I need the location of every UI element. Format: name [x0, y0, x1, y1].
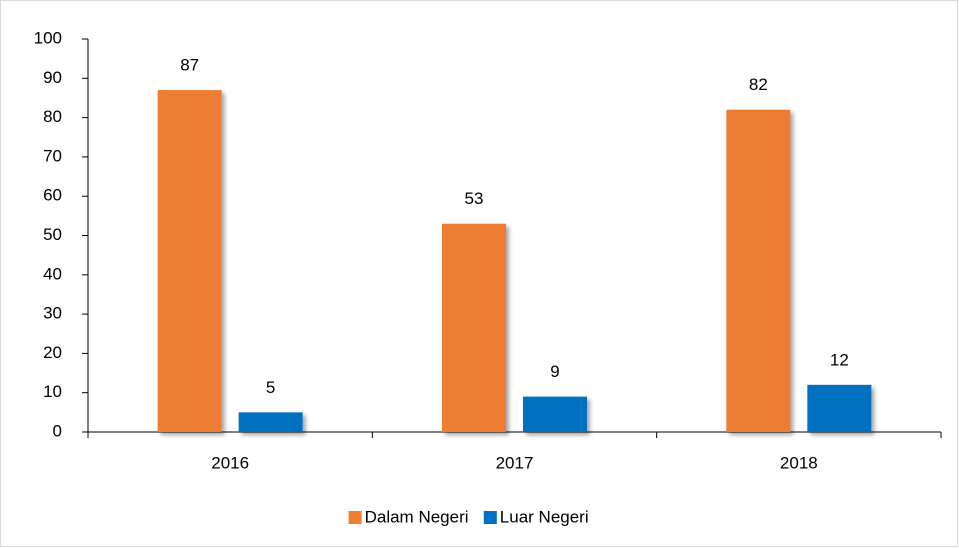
y-tick-label: 70 — [43, 146, 62, 165]
bar — [238, 412, 303, 432]
legend-label: Luar Negeri — [500, 507, 589, 526]
legend-swatch — [483, 511, 497, 524]
bar — [726, 109, 791, 433]
data-label: 53 — [465, 189, 484, 208]
y-tick-label: 50 — [43, 225, 62, 244]
bar — [523, 396, 587, 432]
data-label: 82 — [749, 75, 768, 94]
y-tick-label: 10 — [43, 382, 62, 401]
y-tick-label: 60 — [43, 186, 62, 205]
y-tick-label: 90 — [43, 68, 62, 87]
x-tick-label: 2017 — [496, 453, 534, 472]
y-tick-label: 30 — [43, 304, 62, 323]
y-tick-label: 20 — [43, 343, 62, 362]
y-tick-label: 80 — [43, 107, 62, 126]
bar — [442, 223, 506, 432]
x-tick-label: 2018 — [780, 453, 818, 472]
data-label: 5 — [266, 378, 275, 397]
data-label: 9 — [550, 362, 559, 381]
y-tick-label: 100 — [34, 28, 62, 47]
y-tick-label: 0 — [53, 421, 62, 440]
data-label: 12 — [830, 350, 849, 369]
x-tick-label: 2016 — [211, 453, 249, 472]
bar — [807, 384, 872, 432]
data-label: 87 — [180, 56, 199, 75]
legend-label: Dalam Negeri — [365, 507, 469, 526]
legend-swatch — [348, 511, 362, 524]
bar — [157, 90, 222, 432]
y-tick-label: 40 — [43, 264, 62, 283]
